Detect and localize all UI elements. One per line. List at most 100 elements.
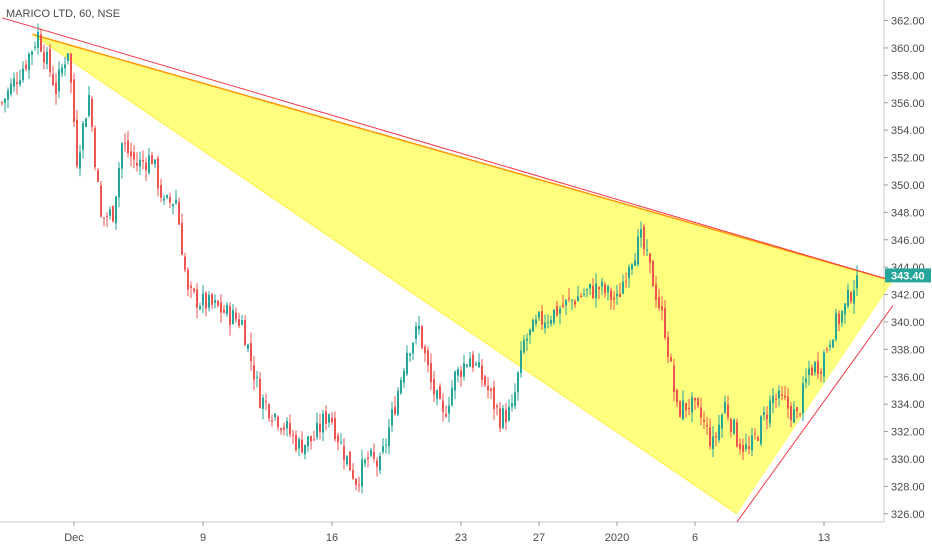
candle bbox=[64, 56, 66, 77]
candle bbox=[736, 418, 738, 448]
price-tick-label: 348.00 bbox=[891, 207, 925, 219]
candle bbox=[778, 385, 780, 407]
candle bbox=[91, 95, 93, 133]
price-tick-label: 346.00 bbox=[891, 235, 925, 247]
candle bbox=[142, 150, 144, 170]
candle bbox=[352, 463, 354, 480]
price-tick-label: 356.00 bbox=[891, 98, 925, 110]
candle bbox=[334, 411, 336, 442]
time-tick-label: 27 bbox=[533, 532, 545, 544]
candle bbox=[487, 377, 489, 399]
candle bbox=[31, 50, 33, 66]
candle bbox=[718, 414, 720, 443]
candle bbox=[1, 100, 3, 106]
candle bbox=[7, 87, 9, 109]
price-axis[interactable]: 362.00 360.00 358.00 356.00 354.00 352.00 350.… bbox=[884, 16, 931, 521]
candle bbox=[607, 284, 609, 301]
candle bbox=[196, 283, 198, 319]
candle bbox=[784, 385, 786, 401]
candle bbox=[85, 117, 87, 128]
candle bbox=[439, 383, 441, 400]
candle bbox=[628, 264, 630, 288]
candle bbox=[223, 304, 225, 314]
candle bbox=[76, 109, 78, 169]
candle bbox=[10, 78, 12, 97]
candle bbox=[265, 393, 267, 410]
candle bbox=[55, 73, 57, 105]
candle bbox=[250, 332, 252, 371]
candle bbox=[664, 299, 666, 341]
candle bbox=[421, 325, 423, 350]
candle bbox=[469, 351, 471, 367]
candle bbox=[454, 370, 456, 400]
candle bbox=[640, 221, 642, 248]
candle bbox=[556, 300, 558, 318]
candle bbox=[613, 291, 615, 310]
candle bbox=[805, 368, 807, 389]
candle bbox=[538, 311, 540, 322]
candle bbox=[646, 239, 648, 257]
time-tick-label: Dec bbox=[64, 532, 84, 544]
candle bbox=[721, 412, 723, 438]
candle bbox=[580, 293, 582, 299]
candle bbox=[463, 354, 465, 381]
candle bbox=[412, 342, 414, 361]
candle bbox=[517, 371, 519, 401]
candle bbox=[532, 318, 534, 332]
candle bbox=[229, 302, 231, 336]
candle bbox=[253, 355, 255, 391]
candle bbox=[661, 296, 663, 321]
candle bbox=[70, 52, 72, 94]
candle bbox=[835, 309, 837, 342]
candle bbox=[379, 452, 381, 475]
candle bbox=[58, 61, 60, 99]
candle bbox=[475, 361, 477, 367]
triangle-pattern[interactable] bbox=[31, 33, 894, 515]
candle bbox=[163, 194, 165, 206]
price-tick-label: 358.00 bbox=[891, 70, 925, 82]
candle bbox=[457, 366, 459, 383]
trendlines-layer[interactable] bbox=[1, 17, 894, 523]
candle bbox=[166, 194, 168, 200]
candle bbox=[322, 409, 324, 442]
candle bbox=[205, 291, 207, 317]
price-tick-label: 340.00 bbox=[891, 317, 925, 329]
candle bbox=[541, 305, 543, 330]
candle bbox=[643, 223, 645, 256]
candle bbox=[508, 399, 510, 422]
candle bbox=[769, 395, 771, 428]
candle bbox=[526, 333, 528, 351]
candle bbox=[25, 59, 27, 72]
time-tick-label: 2020 bbox=[605, 532, 629, 544]
candle bbox=[574, 299, 576, 309]
candle bbox=[394, 395, 396, 416]
candle bbox=[673, 359, 675, 402]
price-tick-label: 354.00 bbox=[891, 125, 925, 137]
candle bbox=[346, 455, 348, 467]
trendline[interactable] bbox=[736, 305, 894, 523]
candle bbox=[589, 283, 591, 295]
candle bbox=[745, 433, 747, 452]
candle bbox=[763, 406, 765, 421]
candle bbox=[331, 412, 333, 425]
candle bbox=[514, 383, 516, 410]
candle bbox=[295, 430, 297, 453]
candle bbox=[121, 141, 123, 179]
price-tick-label: 328.00 bbox=[891, 481, 925, 493]
candle bbox=[559, 305, 561, 325]
candle bbox=[616, 284, 618, 305]
candle bbox=[790, 402, 792, 428]
candle bbox=[604, 281, 606, 298]
candle bbox=[97, 168, 99, 183]
trendline[interactable] bbox=[1, 17, 894, 282]
time-axis[interactable]: Dec 9 16 23 27 2020 6 13 bbox=[64, 522, 830, 544]
candle bbox=[151, 151, 153, 165]
candle bbox=[679, 400, 681, 418]
candle bbox=[814, 360, 816, 376]
price-tick-label: 362.00 bbox=[891, 16, 925, 28]
price-tick-label: 350.00 bbox=[891, 180, 925, 192]
candle bbox=[655, 275, 657, 308]
candle bbox=[235, 307, 237, 323]
candle bbox=[154, 159, 156, 169]
